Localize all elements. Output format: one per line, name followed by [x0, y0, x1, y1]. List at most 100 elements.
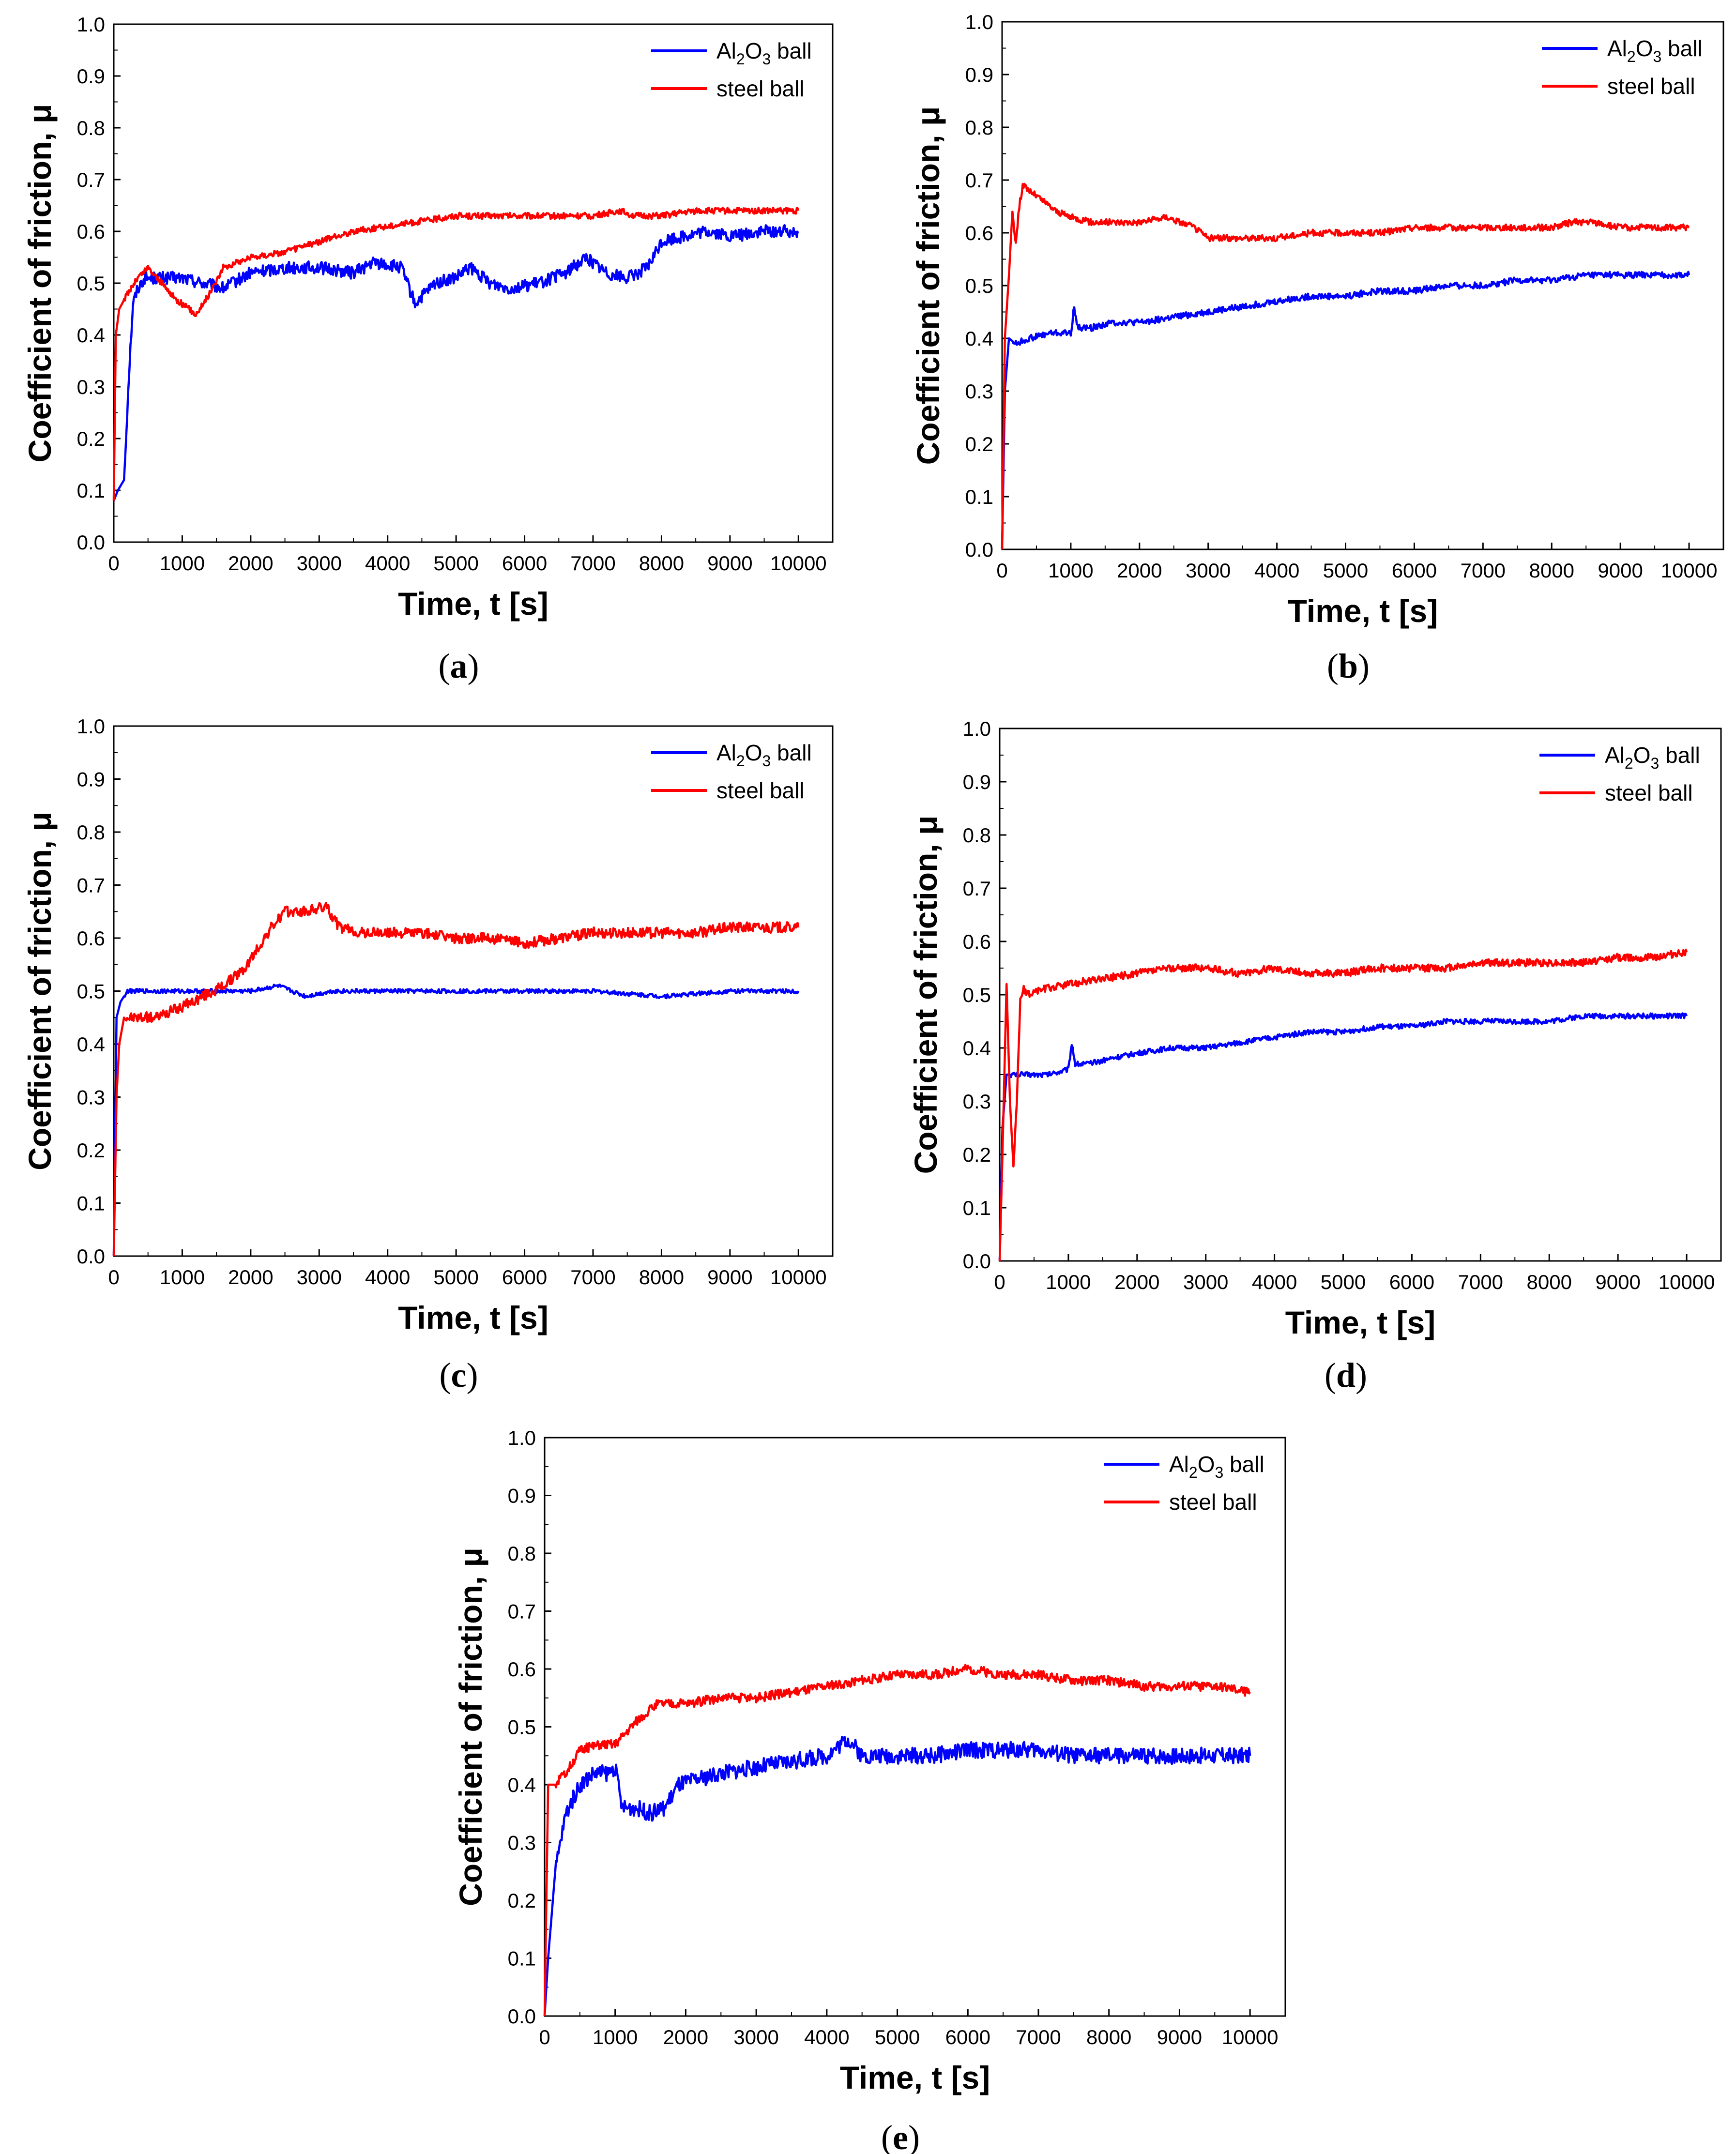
x-tick-label: 9000	[707, 1266, 752, 1289]
x-tick-label: 3000	[297, 552, 342, 575]
al2o3-ball-series-line	[543, 1735, 1251, 2017]
x-tick-label: 8000	[639, 552, 684, 575]
x-tick-label: 3000	[733, 2026, 778, 2048]
y-tick-label: 0.0	[508, 2005, 536, 2028]
y-tick-label: 0.9	[508, 1485, 536, 1507]
chart-panel-d: 0.0 0.1 0.2 0.3 0.4 0.5 0.6 0.7 0.8 0.9 1.0 0 1000 20…	[908, 717, 1722, 1340]
x-tick-label: 8000	[639, 1266, 684, 1289]
panel-label-e: (e)	[881, 2118, 920, 2154]
x-tick-label: 9000	[1595, 1271, 1640, 1293]
x-tick-label: 10000	[1222, 2026, 1279, 2048]
x-tick-label: 10000	[1659, 1271, 1715, 1293]
legend-label-al2o3: Al2O3 ball	[716, 38, 812, 68]
y-axis-label: Coefficient of friction, μ	[22, 104, 58, 463]
y-tick-label: 0.4	[77, 1033, 105, 1056]
y-tick-label: 0.6	[77, 927, 105, 950]
x-tick-label: 7000	[1461, 559, 1506, 582]
y-tick-label: 0.4	[508, 1774, 536, 1796]
y-tick-label: 0.4	[965, 327, 993, 350]
steel-ball-series-line	[1001, 182, 1690, 550]
x-tick-label: 7000	[1458, 1271, 1503, 1293]
legend-label-steel: steel ball	[1169, 1489, 1257, 1515]
y-tick-label: 0.4	[77, 324, 105, 347]
x-tick-label: 6000	[502, 552, 547, 575]
x-tick-label: 3000	[297, 1266, 342, 1289]
plot-frame	[544, 1437, 1286, 2017]
x-tick-label: 0	[994, 1271, 1005, 1293]
x-tick-label: 9000	[1598, 559, 1643, 582]
x-tick-label: 0	[108, 552, 119, 575]
x-tick-label: 9000	[707, 552, 752, 575]
y-tick-label: 0.3	[77, 1086, 105, 1109]
y-tick-label: 0.9	[965, 63, 993, 86]
y-tick-label: 0.1	[963, 1197, 991, 1219]
x-axis-label: Time, t [s]	[1288, 593, 1438, 629]
y-tick-label: 0.3	[77, 376, 105, 398]
y-tick-label: 0.8	[77, 821, 105, 844]
x-tick-label: 5000	[433, 552, 478, 575]
x-tick-label: 2000	[228, 552, 273, 575]
y-tick-label: 0.1	[77, 1192, 105, 1215]
x-axis-label: Time, t [s]	[398, 586, 548, 622]
x-axis-label: Time, t [s]	[398, 1300, 548, 1335]
y-tick-label: 0.2	[77, 1139, 105, 1162]
chart-panel-e: 0.0 0.1 0.2 0.3 0.4 0.5 0.6 0.7 0.8 0.9 1.0 0 1000 20…	[453, 1426, 1286, 2095]
x-tick-label: 8000	[1527, 1271, 1572, 1293]
x-tick-label: 4000	[1254, 559, 1299, 582]
steel-ball-series-line	[543, 1664, 1251, 2017]
y-tick-label: 0.5	[963, 984, 991, 1006]
x-tick-label: 1000	[593, 2026, 638, 2048]
y-tick-label: 0.2	[965, 433, 993, 455]
steel-ball-series-line	[998, 948, 1688, 1261]
y-tick-label: 0.0	[77, 531, 105, 554]
panel-label-c: (c)	[440, 1356, 478, 1395]
steel-ball-series-line	[112, 902, 800, 1257]
y-axis-label: Coefficient of friction, μ	[22, 812, 58, 1170]
legend-label-al2o3: Al2O3 ball	[716, 740, 812, 770]
y-tick-label: 0.5	[77, 980, 105, 1003]
legend-label-steel: steel ball	[1605, 780, 1693, 805]
y-tick-label: 0.1	[965, 485, 993, 508]
y-tick-label: 0.0	[77, 1245, 105, 1268]
y-tick-label: 0.8	[963, 824, 991, 847]
x-tick-label: 6000	[1392, 559, 1437, 582]
y-tick-label: 0.3	[965, 380, 993, 403]
al2o3-ball-series-line	[1001, 271, 1690, 550]
al2o3-ball-series-line	[112, 983, 800, 1257]
plot-frame	[999, 728, 1722, 1262]
x-tick-label: 5000	[875, 2026, 920, 2048]
y-tick-label: 0.9	[963, 771, 991, 793]
x-tick-label: 2000	[1117, 559, 1162, 582]
y-tick-label: 0.6	[508, 1658, 536, 1681]
y-tick-label: 1.0	[965, 11, 993, 33]
y-axis-label: Coefficient of friction, μ	[908, 816, 944, 1174]
x-tick-label: 10000	[770, 552, 827, 575]
panel-label-a: (a)	[439, 647, 479, 685]
y-tick-label: 0.6	[965, 222, 993, 244]
legend-label-al2o3: Al2O3 ball	[1169, 1452, 1264, 1481]
x-tick-label: 6000	[1389, 1271, 1434, 1293]
y-tick-label: 0.8	[77, 117, 105, 139]
x-tick-label: 5000	[433, 1266, 478, 1289]
chart-panel-c: 0.0 0.1 0.2 0.3 0.4 0.5 0.6 0.7 0.8 0.9 1.0 0 1000 20…	[22, 715, 834, 1335]
y-tick-label: 1.0	[963, 717, 991, 740]
x-tick-label: 4000	[365, 552, 410, 575]
x-tick-label: 7000	[1016, 2026, 1061, 2048]
x-tick-label: 10000	[1661, 559, 1718, 582]
y-axis-label: Coefficient of friction, μ	[453, 1547, 488, 1906]
legend-label-al2o3: Al2O3 ball	[1607, 36, 1703, 65]
x-tick-label: 0	[108, 1266, 119, 1289]
x-tick-label: 9000	[1157, 2026, 1202, 2048]
y-tick-label: 1.0	[508, 1426, 536, 1449]
x-axis-label: Time, t [s]	[840, 2060, 990, 2095]
x-tick-label: 1000	[1048, 559, 1093, 582]
plot-frame	[1001, 21, 1724, 550]
x-tick-label: 5000	[1321, 1271, 1366, 1293]
al2o3-ball-series-line	[998, 1012, 1688, 1261]
x-tick-label: 5000	[1323, 559, 1368, 582]
x-tick-label: 10000	[770, 1266, 827, 1289]
y-tick-label: 0.0	[965, 538, 993, 561]
x-axis-label: Time, t [s]	[1285, 1305, 1436, 1340]
x-tick-label: 8000	[1086, 2026, 1131, 2048]
